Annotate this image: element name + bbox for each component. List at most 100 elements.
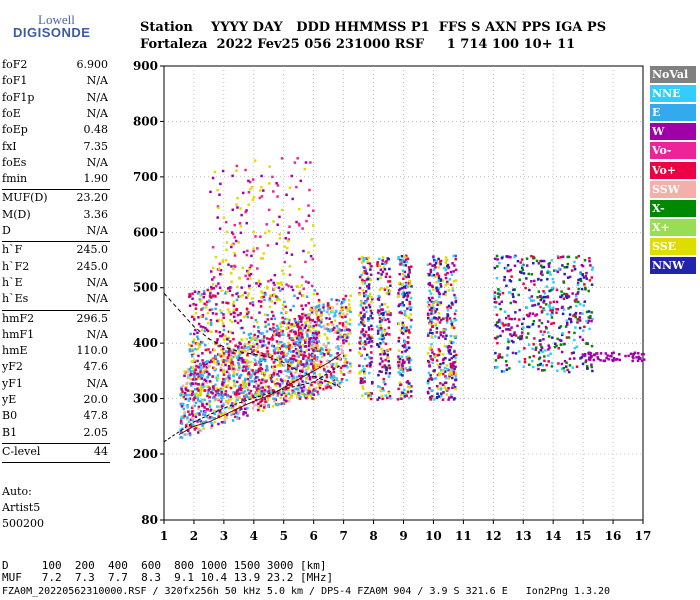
echo-point	[302, 388, 305, 391]
echo-point	[434, 317, 438, 320]
echo-point	[565, 336, 569, 339]
echo-point	[286, 365, 290, 368]
echo-point	[253, 333, 256, 337]
echo-point	[550, 286, 554, 290]
echo-point	[445, 393, 449, 396]
echo-point	[496, 365, 499, 369]
echo-point	[407, 346, 411, 350]
echo-point	[198, 345, 201, 349]
echo-point	[454, 296, 457, 300]
echo-point	[208, 403, 211, 406]
echo-point	[527, 272, 531, 276]
echo-point	[312, 341, 316, 344]
echo-point	[279, 356, 282, 359]
echo-point	[336, 331, 339, 335]
echo-point	[377, 271, 380, 275]
echo-point	[319, 349, 323, 353]
echo-point	[207, 409, 211, 412]
echo-point	[225, 385, 228, 388]
echo-point	[494, 366, 498, 369]
echo-point	[242, 381, 245, 385]
echo-point	[232, 304, 236, 308]
echo-point	[494, 301, 498, 304]
echo-point	[498, 353, 501, 356]
echo-point	[557, 256, 560, 259]
echo-point	[428, 364, 431, 367]
echo-point	[327, 313, 331, 316]
echo-point	[444, 328, 448, 331]
echo-point	[510, 275, 513, 278]
echo-point	[255, 342, 259, 346]
echo-point	[401, 368, 405, 371]
echo-point	[313, 320, 317, 324]
echo-point	[307, 325, 311, 329]
echo-point	[279, 370, 283, 374]
echo-point	[397, 336, 401, 340]
echo-point	[179, 435, 183, 439]
echo-point	[272, 380, 276, 384]
echo-point	[567, 330, 571, 334]
echo-point	[429, 354, 432, 358]
echo-point	[211, 392, 214, 395]
echo-point	[187, 397, 190, 401]
echo-point	[265, 366, 269, 370]
echo-point	[451, 376, 454, 380]
echo-point	[367, 326, 371, 329]
echo-point	[408, 302, 412, 306]
echo-point	[447, 398, 450, 401]
echo-point	[285, 326, 288, 330]
echo-point	[331, 306, 334, 309]
echo-point	[325, 370, 328, 374]
echo-point	[266, 244, 270, 247]
echo-point	[226, 346, 230, 349]
echo-point	[447, 352, 451, 355]
echo-point	[327, 341, 330, 345]
echo-point	[589, 316, 592, 320]
echo-point	[298, 352, 301, 355]
echo-point	[450, 273, 454, 276]
echo-point	[190, 355, 194, 358]
echo-point	[376, 343, 379, 346]
echo-point	[187, 429, 190, 433]
echo-point	[238, 353, 242, 356]
echo-point	[298, 385, 301, 388]
echo-point	[388, 394, 392, 398]
param-row: foF1 N/A	[2, 74, 108, 88]
echo-point	[245, 395, 248, 398]
echo-point	[615, 358, 619, 361]
echo-point	[318, 349, 321, 352]
echo-point	[359, 300, 363, 304]
echo-point	[404, 350, 407, 353]
echo-point	[493, 266, 497, 270]
echo-point	[379, 342, 382, 345]
echo-point	[432, 255, 435, 258]
echo-point	[183, 414, 186, 418]
echo-point	[214, 410, 217, 413]
echo-point	[276, 195, 279, 198]
echo-point	[527, 343, 531, 346]
echo-point	[211, 416, 214, 420]
echo-point	[584, 359, 588, 362]
echo-point	[348, 318, 352, 321]
echo-point	[234, 400, 238, 404]
param-row: foEp 0.48	[2, 123, 108, 137]
echo-point	[326, 385, 330, 388]
echo-point	[496, 335, 499, 339]
echo-point	[587, 316, 591, 319]
echo-point	[546, 320, 550, 323]
echo-point	[262, 387, 266, 390]
echo-point	[286, 317, 289, 321]
echo-point	[304, 260, 307, 264]
echo-point	[629, 352, 633, 356]
echo-point	[582, 276, 586, 279]
echo-point	[243, 397, 247, 400]
echo-point	[637, 357, 641, 361]
echo-point	[321, 348, 324, 351]
echo-point	[271, 405, 275, 408]
echo-point	[406, 257, 410, 261]
echo-point	[507, 323, 510, 326]
echo-point	[309, 308, 312, 311]
echo-point	[426, 301, 430, 304]
echo-point	[243, 349, 247, 353]
echo-point	[270, 336, 274, 339]
